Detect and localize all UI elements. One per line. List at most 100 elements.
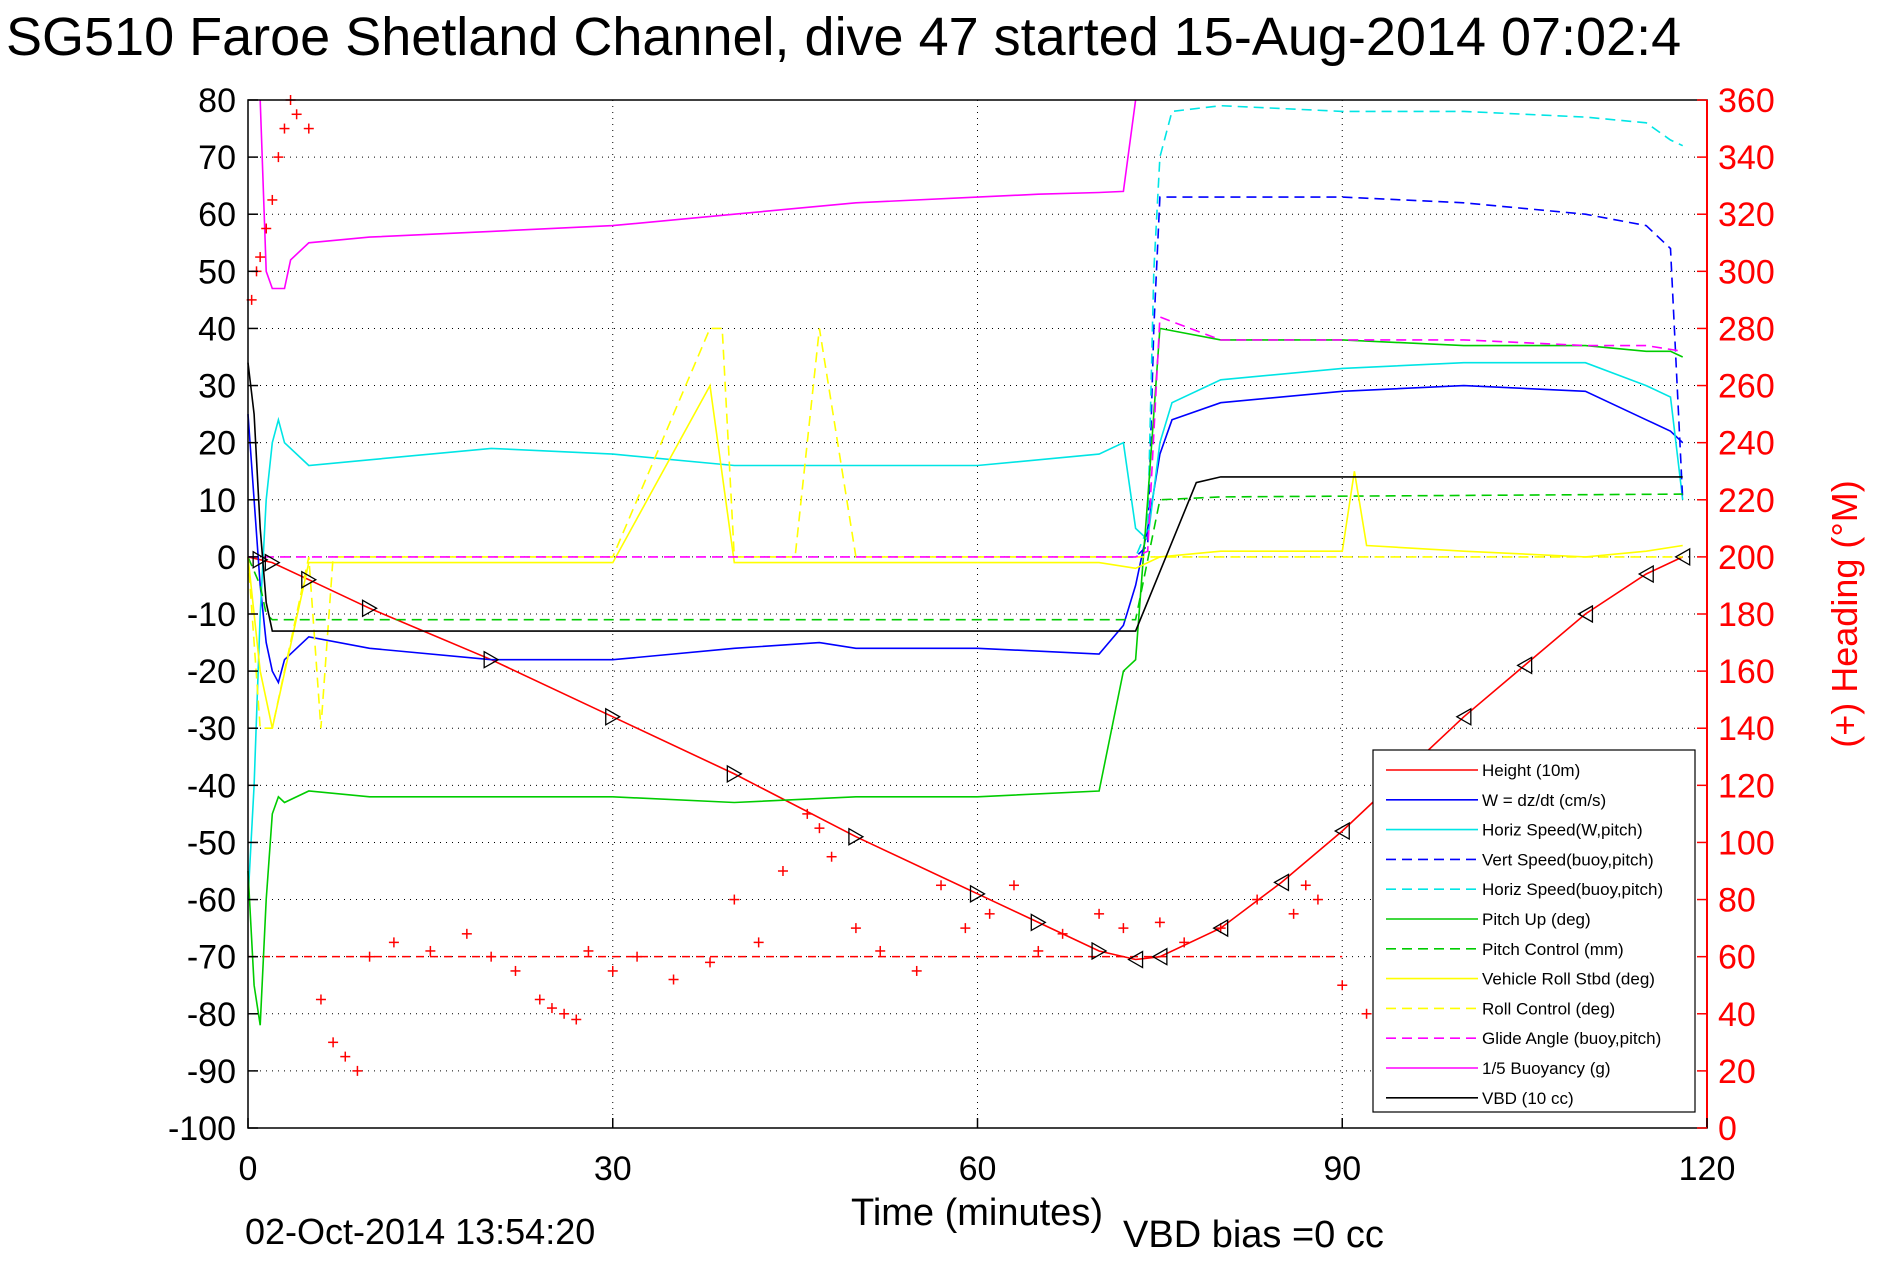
heading-point <box>936 880 947 891</box>
y-tick-label: -90 <box>187 1053 236 1091</box>
heading-point <box>534 994 545 1005</box>
height-marker <box>1091 941 1108 961</box>
height-marker <box>1151 947 1168 966</box>
y-tick-label: -60 <box>187 882 236 920</box>
y-tick-label: 0 <box>217 539 236 577</box>
height-marker <box>848 827 865 846</box>
legend-label: Pitch Up (deg) <box>1482 910 1591 929</box>
heading-point <box>1057 928 1068 939</box>
legend-item: Roll Control (deg) <box>1386 999 1615 1018</box>
y2-tick-label: 240 <box>1718 425 1775 463</box>
height-marker <box>1455 707 1472 726</box>
height-marker <box>1333 821 1350 841</box>
y-tick-label: -40 <box>187 767 236 805</box>
y2-tick-label: 220 <box>1718 482 1775 520</box>
y2-tick-label: 20 <box>1718 1053 1756 1091</box>
height-marker <box>301 570 318 589</box>
footer-timestamp: 02-Oct-2014 13:54:20 <box>245 1211 595 1252</box>
legend-label: Vert Speed(buoy,pitch) <box>1482 850 1654 869</box>
y-tick-label: 70 <box>198 139 236 177</box>
heading-point <box>1252 894 1263 905</box>
series-line-7 <box>247 383 1683 729</box>
heading-point <box>1361 1008 1372 1019</box>
height-marker <box>252 550 269 569</box>
height-marker <box>1212 918 1229 938</box>
legend-item: 1/5 Buoyancy (g) <box>1386 1059 1611 1078</box>
heading-point <box>1008 880 1019 891</box>
x-tick-label: 30 <box>594 1150 632 1188</box>
heading-point <box>1118 923 1129 934</box>
heading-point <box>1337 980 1348 991</box>
heading-point <box>364 951 375 962</box>
y-tick-label: -30 <box>187 710 236 748</box>
y-tick-label: -80 <box>187 996 236 1034</box>
y2-tick-label: 0 <box>1718 1110 1737 1148</box>
height-marker <box>361 599 378 618</box>
legend-label: W = dz/dt (cm/s) <box>1482 791 1606 810</box>
x-tick-label: 60 <box>959 1150 997 1188</box>
legend-label: Glide Angle (buoy,pitch) <box>1482 1029 1661 1048</box>
heading-point <box>303 123 314 134</box>
heading-point <box>352 1065 363 1076</box>
legend-label: 1/5 Buoyancy (g) <box>1482 1059 1611 1078</box>
series-line-2 <box>247 361 1684 900</box>
heading-point <box>279 123 290 134</box>
height-marker <box>1030 913 1047 932</box>
legend-item: Horiz Speed(W,pitch) <box>1386 821 1643 840</box>
heading-point <box>388 937 399 948</box>
y-tick-label: 40 <box>198 310 236 348</box>
heading-point <box>814 823 825 834</box>
heading-point <box>291 109 302 120</box>
y2-axis-label: (+) Heading (°M) <box>1824 480 1865 747</box>
legend-label: Height (10m) <box>1482 761 1580 780</box>
heading-point <box>705 957 716 968</box>
heading-point <box>984 908 995 919</box>
legend-item: W = dz/dt (cm/s) <box>1386 791 1606 810</box>
legend-label: Horiz Speed(W,pitch) <box>1482 821 1643 840</box>
y-tick-label: 80 <box>198 82 236 120</box>
x-tick-label: 90 <box>1323 1150 1361 1188</box>
heading-point <box>273 152 284 163</box>
series-line-6 <box>247 493 1683 621</box>
heading-point <box>1094 908 1105 919</box>
heading-point <box>583 945 594 956</box>
heading-point <box>315 994 326 1005</box>
y-tick-label: 30 <box>198 368 236 406</box>
x-axis-label: Time (minutes) <box>851 1192 1103 1234</box>
heading-point <box>486 951 497 962</box>
x-tick-labels: 0 30 60 90 120 <box>239 1118 1735 1188</box>
legend-box <box>1372 749 1696 1113</box>
heading-point <box>960 923 971 934</box>
heading-point <box>729 894 740 905</box>
heading-point <box>328 1037 339 1048</box>
heading-point <box>826 851 837 862</box>
height-marker <box>1637 564 1654 584</box>
heading-point <box>559 1008 570 1019</box>
heading-point <box>875 945 886 956</box>
legend-item: Pitch Control (mm) <box>1386 940 1624 959</box>
legend-label: Vehicle Roll Stbd (deg) <box>1482 970 1655 989</box>
legend-item: Vehicle Roll Stbd (deg) <box>1386 970 1655 989</box>
legend-item: Glide Angle (buoy,pitch) <box>1386 1029 1661 1048</box>
legend-label: VBD (10 cc) <box>1482 1089 1574 1108</box>
y2-tick-label: 340 <box>1718 139 1775 177</box>
series-line-9 <box>248 315 1683 558</box>
series-line-0 <box>247 556 1684 961</box>
y2-tick-label: 40 <box>1718 996 1756 1034</box>
legend: Height (10m) W = dz/dt (cm/s) Horiz Speed(… <box>1372 749 1696 1113</box>
series-line-8 <box>247 327 1683 730</box>
heading-point <box>461 928 472 939</box>
y-tick-label: 50 <box>198 253 236 291</box>
y2-tick-label: 120 <box>1718 767 1775 805</box>
y2-tick-label: 80 <box>1718 882 1756 920</box>
y2-tick-label: 100 <box>1718 824 1775 862</box>
height-marker <box>1516 656 1533 675</box>
footer-vbd-bias: VBD bias =0 cc <box>1123 1214 1384 1256</box>
heading-point <box>777 866 788 876</box>
heading-point <box>1300 880 1311 891</box>
y-tick-labels: 80 70 60 50 40 30 20 10 0 -10 -20 -30 -40 -50 -60 -70 -8… <box>168 82 258 1148</box>
y2-tick-label: 360 <box>1718 82 1775 120</box>
heading-point <box>267 194 278 205</box>
chart-title: SG510 Faroe Shetland Channel, dive 47 st… <box>6 7 1681 67</box>
height-marker <box>1577 604 1594 624</box>
